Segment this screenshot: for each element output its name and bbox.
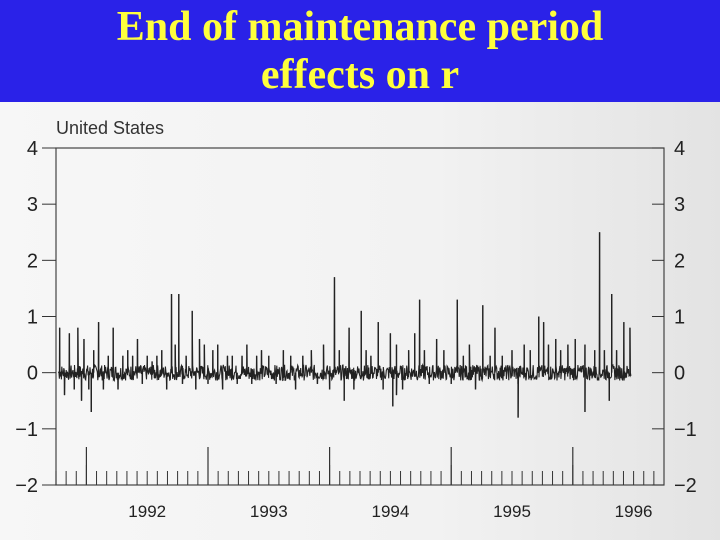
y-tick-label-right: 0 (674, 363, 685, 385)
slide-title-line-1: End of maintenance period (116, 4, 604, 50)
y-tick-label-right: 3 (674, 194, 685, 216)
y-tick-label-left: −2 (15, 475, 38, 497)
y-tick-label-left: 1 (27, 307, 38, 329)
y-tick-label-left: 4 (27, 138, 38, 160)
y-tick-label-left: 2 (27, 250, 38, 272)
y-tick-label-right: 4 (674, 138, 685, 160)
y-tick-label-right: 1 (674, 307, 685, 329)
x-tick-label: 1993 (250, 502, 288, 521)
y-tick-label-right: 2 (674, 250, 685, 272)
y-tick-label-right: −2 (674, 475, 697, 497)
plot-frame (55, 147, 665, 486)
slide-title-bar: End of maintenance period effects on r (0, 0, 720, 102)
x-axis: 1992 1993 1994 1995 1996 (55, 447, 655, 521)
y-tick-label-right: −1 (674, 419, 697, 441)
x-tick-label: 1992 (128, 502, 166, 521)
x-tick-label: 1995 (493, 502, 531, 521)
y-tick-label-left: 0 (27, 363, 38, 385)
chart-area: United States 4 3 2 1 0 −1 −2 4 3 2 1 0 −1 −2 1992 19… (0, 102, 720, 540)
slide-title-line-2: effects on r (260, 52, 460, 98)
x-tick-label: 1996 (615, 502, 653, 521)
y-tick-label-left: −1 (15, 419, 38, 441)
y-axis-right: 4 3 2 1 0 −1 −2 (652, 138, 697, 497)
x-tick-label: 1994 (371, 502, 409, 521)
y-axis-left: 4 3 2 1 0 −1 −2 (15, 138, 56, 497)
y-tick-label-left: 3 (27, 194, 38, 216)
chart-subtitle: United States (56, 118, 164, 138)
series-layer (57, 232, 632, 418)
